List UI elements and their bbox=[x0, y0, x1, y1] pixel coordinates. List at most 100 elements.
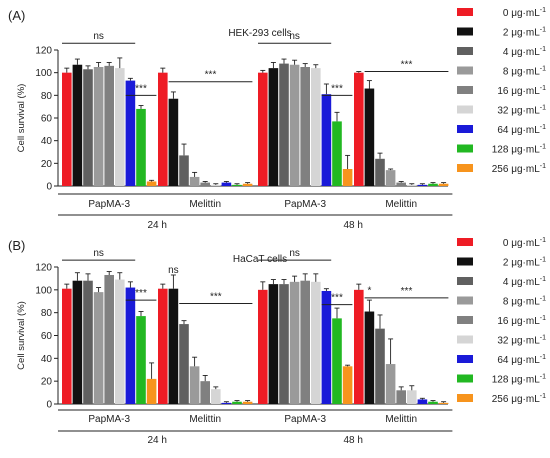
bar bbox=[354, 72, 364, 186]
bar bbox=[62, 288, 72, 404]
group-label: Melittin bbox=[385, 414, 417, 425]
y-tick-label: 120 bbox=[35, 263, 52, 274]
legend-label-text: 32 μg·mL bbox=[497, 336, 540, 347]
y-tick-label: 20 bbox=[41, 159, 53, 170]
bar bbox=[146, 378, 157, 404]
y-axis-label: Cell survival (%) bbox=[16, 84, 27, 153]
bar bbox=[321, 290, 332, 404]
bar bbox=[158, 288, 168, 404]
legend-label-exponent: -1 bbox=[540, 296, 546, 303]
legend-label: 32 μg·mL-1 bbox=[497, 335, 546, 347]
bar bbox=[289, 64, 300, 186]
bar bbox=[438, 183, 449, 186]
legend-swatch bbox=[457, 86, 473, 94]
legend-label: 8 μg·mL-1 bbox=[503, 66, 546, 78]
legend-swatch bbox=[457, 144, 473, 153]
legend-label-text: 16 μg·mL bbox=[497, 316, 540, 327]
legend-label: 32 μg·mL-1 bbox=[497, 105, 546, 117]
bar bbox=[258, 289, 268, 404]
bar bbox=[396, 182, 406, 186]
legend-label-exponent: -1 bbox=[540, 335, 546, 342]
legend-swatch bbox=[457, 257, 473, 266]
legend-label-text: 8 μg·mL bbox=[503, 297, 540, 308]
y-tick-label: 60 bbox=[41, 331, 53, 342]
significance-label: *** bbox=[205, 70, 217, 81]
legend-label-text: 64 μg·mL bbox=[497, 125, 540, 136]
y-tick-label: 40 bbox=[41, 354, 53, 365]
bar bbox=[407, 184, 417, 186]
bar bbox=[104, 65, 114, 186]
bar bbox=[428, 401, 438, 404]
legend-swatch bbox=[457, 164, 473, 172]
legend-swatch bbox=[457, 105, 473, 114]
legend-label-text: 4 μg·mL bbox=[503, 277, 540, 288]
legend-label: 64 μg·mL-1 bbox=[497, 354, 546, 366]
bar bbox=[168, 288, 179, 404]
legend-label-text: 0 μg·mL bbox=[503, 8, 540, 19]
bar bbox=[211, 184, 221, 186]
legend-swatch bbox=[457, 238, 473, 246]
legend-label: 16 μg·mL-1 bbox=[497, 85, 546, 97]
bar bbox=[136, 108, 146, 186]
legend-swatch bbox=[457, 335, 473, 344]
bar bbox=[375, 328, 385, 404]
chart-panel-b: (B) HaCaT cells 0 20 40 60 80 100 120 Cell surviv… bbox=[8, 238, 453, 446]
bar bbox=[268, 284, 279, 404]
significance-label: *** bbox=[401, 60, 413, 71]
legend-label-exponent: -1 bbox=[540, 105, 546, 112]
bar bbox=[289, 281, 300, 404]
bar bbox=[258, 72, 268, 186]
legend-label-text: 64 μg·mL bbox=[497, 355, 540, 366]
legend-label-exponent: -1 bbox=[540, 163, 546, 170]
legend-label-exponent: -1 bbox=[540, 276, 546, 283]
bar bbox=[115, 68, 125, 186]
legend-label-exponent: -1 bbox=[540, 124, 546, 131]
bar bbox=[200, 182, 210, 186]
legend-a: 0 μg·mL-12 μg·mL-14 μg·mL-18 μg·mL-116 μ… bbox=[457, 7, 546, 175]
legend-swatch bbox=[457, 355, 473, 363]
legend-label: 64 μg·mL-1 bbox=[497, 124, 546, 136]
bar bbox=[438, 402, 449, 404]
bar bbox=[375, 158, 385, 186]
y-tick-label: 20 bbox=[41, 377, 53, 388]
panel-label: (B) bbox=[8, 238, 25, 253]
significance-label: *** bbox=[331, 83, 343, 94]
bar bbox=[221, 402, 232, 404]
bar bbox=[179, 324, 189, 404]
significance-label: *** bbox=[135, 83, 147, 94]
bar bbox=[279, 63, 289, 186]
legend-swatch bbox=[457, 27, 473, 36]
legend-label-exponent: -1 bbox=[540, 46, 546, 53]
bar bbox=[179, 155, 189, 186]
bar bbox=[364, 88, 375, 186]
legend-label-exponent: -1 bbox=[540, 237, 546, 244]
legend-label-text: 8 μg·mL bbox=[503, 67, 540, 78]
legend-label-exponent: -1 bbox=[540, 85, 546, 92]
legend-label-text: 128 μg·mL bbox=[492, 375, 540, 386]
y-tick-label: 40 bbox=[41, 136, 53, 147]
bar bbox=[146, 181, 157, 186]
legend-swatch bbox=[457, 374, 473, 383]
legend-label: 2 μg·mL-1 bbox=[503, 257, 546, 269]
bar bbox=[104, 274, 114, 404]
time-label: 24 h bbox=[147, 220, 166, 231]
group-label: PapMA-3 bbox=[284, 414, 326, 425]
bar bbox=[211, 389, 221, 404]
legend-swatch bbox=[457, 8, 473, 16]
bar bbox=[385, 364, 396, 404]
y-axis-label: Cell survival (%) bbox=[16, 301, 27, 370]
bar bbox=[342, 366, 353, 404]
legend-label-exponent: -1 bbox=[540, 354, 546, 361]
significance-label: * bbox=[367, 286, 371, 297]
bar bbox=[72, 280, 83, 404]
bar bbox=[300, 67, 310, 186]
legend-label: 16 μg·mL-1 bbox=[497, 315, 546, 327]
bar bbox=[83, 69, 93, 186]
bar bbox=[242, 183, 253, 186]
legend-swatch bbox=[457, 47, 473, 55]
bar bbox=[321, 94, 332, 186]
legend-label: 128 μg·mL-1 bbox=[492, 374, 546, 386]
legend-label-text: 16 μg·mL bbox=[497, 86, 540, 97]
legend-swatch bbox=[457, 316, 473, 324]
